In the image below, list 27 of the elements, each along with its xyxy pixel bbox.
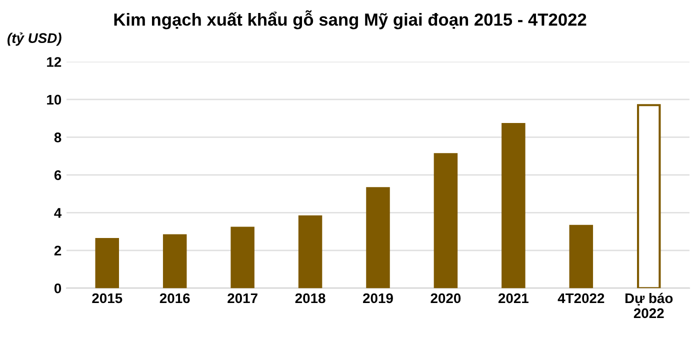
x-tick-label: 2019 — [363, 293, 393, 304]
x-tick-label: 2016 — [160, 293, 190, 304]
y-axis-title: (tỷ USD) — [8, 32, 62, 46]
y-tick-label: 4 — [54, 208, 62, 218]
bar — [636, 104, 661, 288]
bar — [569, 224, 594, 288]
y-tick-label: 2 — [54, 246, 62, 256]
bar — [434, 153, 458, 288]
y-tick-label: 0 — [54, 283, 62, 294]
bar — [230, 226, 254, 288]
bar — [502, 122, 526, 288]
bar — [298, 215, 322, 288]
x-tick-label: 2020 — [430, 293, 461, 304]
y-tick-label: 12 — [47, 57, 62, 67]
y-tick-label: 10 — [47, 94, 62, 105]
x-tick-label: 2021 — [498, 293, 528, 304]
x-tick-label: 4T2022 — [558, 293, 604, 304]
bar — [95, 238, 120, 288]
x-tick-label: 2018 — [295, 293, 326, 304]
bar — [162, 234, 187, 288]
y-tick-label: 8 — [54, 132, 62, 142]
y-tick-label: 6 — [54, 170, 62, 180]
x-tick-label: 2017 — [228, 293, 258, 304]
x-tick-label: 2015 — [92, 293, 122, 304]
bar — [366, 187, 390, 288]
x-tick-label: Dự báo 2022 — [625, 292, 673, 318]
chart-title: Kim ngạch xuất khẩu gỗ sang Mỹ giai đoạn 2015 - 4T2022 — [114, 10, 586, 30]
